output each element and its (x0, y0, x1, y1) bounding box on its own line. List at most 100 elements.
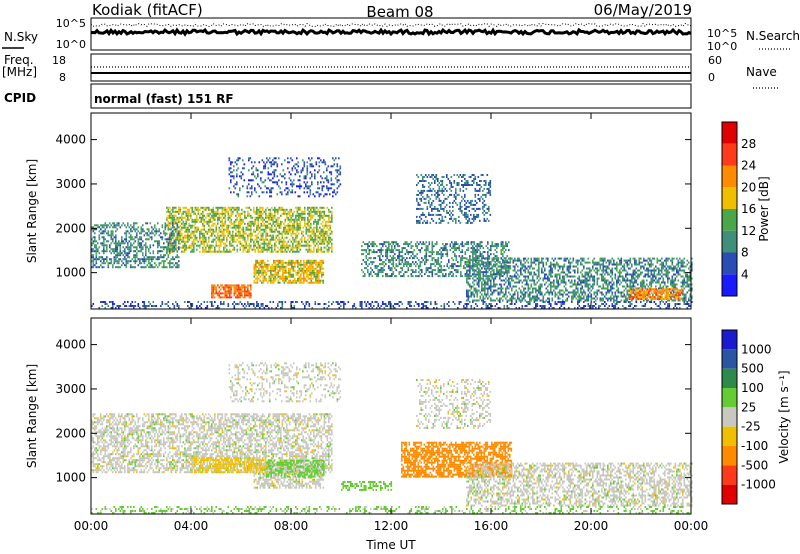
heatmap-cell (175, 236, 177, 239)
heatmap-cell (452, 251, 455, 254)
heatmap-cell (380, 269, 383, 272)
heatmap-cell (302, 234, 305, 237)
heatmap-cell (569, 271, 572, 274)
heatmap-cell (104, 262, 107, 265)
heatmap-cell (319, 226, 321, 229)
heatmap-cell (200, 232, 203, 235)
heatmap-cell (115, 230, 117, 233)
heatmap-cell (110, 242, 113, 245)
heatmap-cell (255, 281, 257, 284)
heatmap-cell (493, 299, 495, 302)
heatmap-cell (163, 254, 165, 257)
heatmap-cell (167, 240, 170, 243)
heatmap-cell (589, 283, 591, 286)
heatmap-cell (215, 224, 218, 227)
heatmap-cell (259, 279, 262, 282)
heatmap-cell (289, 230, 291, 233)
heatmap-cell (310, 230, 312, 233)
heatmap-cell (419, 241, 422, 244)
heatmap-cell (506, 265, 509, 268)
heatmap-cell (206, 220, 209, 223)
heatmap-cell (490, 245, 492, 248)
heatmap-cell (199, 238, 201, 241)
heatmap-cell (310, 263, 313, 266)
heatmap-cell (178, 234, 180, 237)
heatmap-cell (178, 226, 180, 229)
heatmap-cell (515, 289, 518, 292)
heatmap-cell (160, 232, 162, 235)
heatmap-cell (604, 259, 606, 262)
heatmap-cell (270, 273, 272, 276)
heatmap-cell (367, 265, 369, 268)
heatmap-cell (196, 230, 198, 233)
heatmap-cell (260, 210, 263, 213)
heatmap-cell (592, 259, 594, 262)
heatmap-cell (484, 251, 486, 254)
heatmap-cell (569, 261, 572, 264)
heatmap-cell (571, 281, 573, 284)
heatmap-cell (247, 290, 249, 293)
heatmap-cell (601, 299, 603, 302)
heatmap-cell (268, 242, 270, 245)
heatmap-cell (166, 224, 168, 227)
heatmap-cell (257, 218, 260, 221)
heatmap-cell (169, 228, 171, 231)
heatmap-cell (380, 263, 383, 266)
heatmap-cell (248, 214, 251, 217)
heatmap-cell (217, 208, 219, 211)
heatmap-cell (482, 279, 485, 282)
heatmap-cell (194, 226, 197, 229)
heatmap-cell (479, 243, 482, 246)
heatmap-cell (100, 264, 102, 267)
heatmap-cell (247, 288, 249, 291)
heatmap-cell (260, 224, 263, 227)
heatmap-cell (152, 266, 155, 269)
heatmap-cell (118, 224, 120, 227)
heatmap-cell (166, 206, 168, 209)
heatmap-cell (259, 269, 262, 272)
heatmap-cell (623, 289, 626, 292)
heatmap-cell (143, 244, 146, 247)
heatmap-cell (460, 271, 462, 274)
heatmap-cell (299, 242, 302, 245)
cpid-text: normal (fast) 151 RF (94, 92, 234, 106)
heatmap-cell (211, 208, 213, 211)
heatmap-cell (398, 249, 401, 252)
heatmap-cell (149, 222, 152, 225)
heatmap-cell (239, 214, 242, 217)
heatmap-cell (418, 275, 420, 278)
heatmap-cell (265, 214, 267, 217)
heatmap-cell (295, 244, 297, 247)
heatmap-cell (274, 220, 276, 223)
heatmap-cell (253, 228, 255, 231)
heatmap-cell (321, 275, 323, 278)
heatmap-cell (172, 256, 174, 259)
heatmap-cell (328, 250, 330, 253)
heatmap-cell (319, 230, 321, 233)
heatmap-cell (643, 265, 645, 268)
heatmap-cell (488, 285, 491, 288)
heatmap-cell (274, 212, 276, 215)
heatmap-cell (109, 262, 111, 265)
heatmap-cell (581, 273, 584, 276)
heatmap-cell (494, 249, 497, 252)
heatmap-cell (629, 257, 632, 260)
heatmap-cell (433, 269, 435, 272)
heatmap-cell (211, 220, 213, 223)
heatmap-cell (632, 281, 635, 284)
heatmap-cell (107, 264, 110, 267)
heatmap-cell (248, 232, 251, 235)
heatmap-cell (176, 236, 179, 239)
heatmap-cell (629, 281, 632, 284)
heatmap-cell (581, 297, 584, 300)
heatmap-cell (556, 279, 558, 282)
heatmap-cell (395, 263, 398, 266)
heatmap-cell (406, 257, 408, 260)
heatmap-cell (307, 250, 309, 253)
heatmap-cell (250, 230, 252, 233)
heatmap-cell (143, 260, 146, 263)
heatmap-cell (197, 206, 200, 209)
heatmap-cell (293, 246, 296, 249)
heatmap-cell (473, 257, 476, 260)
heatmap-cell (185, 248, 188, 251)
